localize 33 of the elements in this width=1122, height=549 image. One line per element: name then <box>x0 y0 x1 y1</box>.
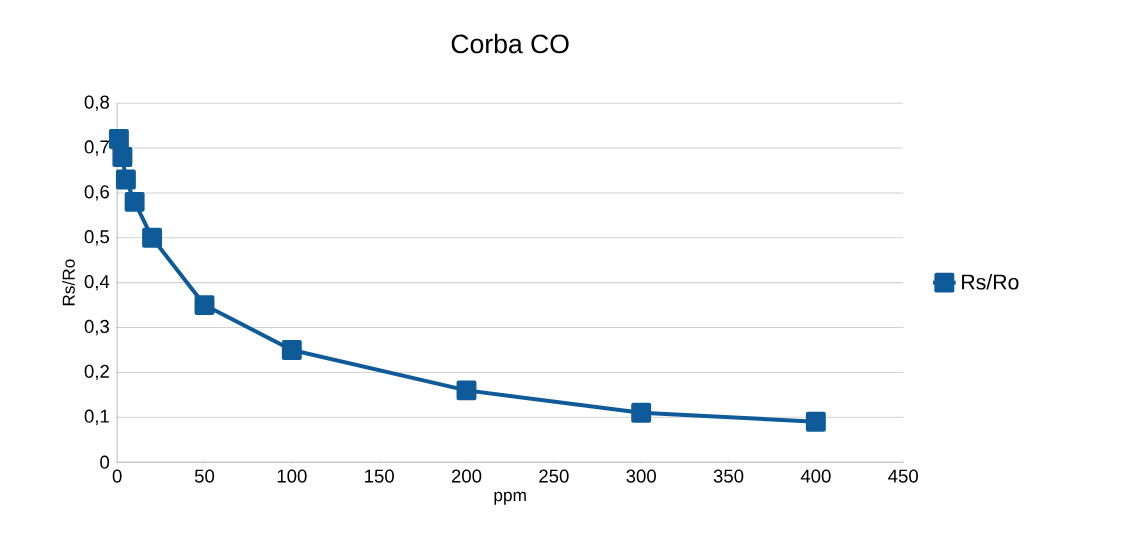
y-tick-label: 0,3 <box>84 319 109 336</box>
point <box>124 191 145 212</box>
point <box>142 227 163 248</box>
y-axis-title: Rs/Ro <box>62 259 75 306</box>
x-tick-label: 200 <box>451 469 482 483</box>
y-tick-label: 0,5 <box>84 230 110 246</box>
y-tick-label: 0,6 <box>84 185 109 201</box>
y-tick-label: 0,8 <box>84 95 110 111</box>
x-tick-label: 150 <box>365 469 394 483</box>
point <box>805 411 826 432</box>
y-tick-label: 0 <box>100 455 110 469</box>
point <box>631 402 652 423</box>
x-tick-label: 100 <box>277 469 307 483</box>
point <box>108 129 129 149</box>
point <box>115 169 136 190</box>
x-tick-label: 450 <box>888 469 918 483</box>
y-tick-label: 0,7 <box>84 140 109 156</box>
point <box>456 380 477 401</box>
point <box>112 147 133 167</box>
x-axis-title: ppm <box>494 491 526 505</box>
y-tick-label: 0,2 <box>84 364 109 381</box>
y-tick-label: 0,4 <box>84 274 110 291</box>
x-tick-label: 250 <box>539 469 569 483</box>
point <box>281 339 302 360</box>
x-tick-label: 350 <box>713 469 744 483</box>
x-tick-label: 50 <box>194 469 215 483</box>
x-tick-label: 0 <box>112 469 122 483</box>
x-tick-label: 400 <box>800 469 831 483</box>
y-tick-label: 0,1 <box>84 409 109 425</box>
chart-title: Corba CO <box>451 33 569 54</box>
x-tick-label: 300 <box>626 469 656 483</box>
point <box>194 295 215 316</box>
legend-label: Rs/Ro <box>962 273 1019 290</box>
